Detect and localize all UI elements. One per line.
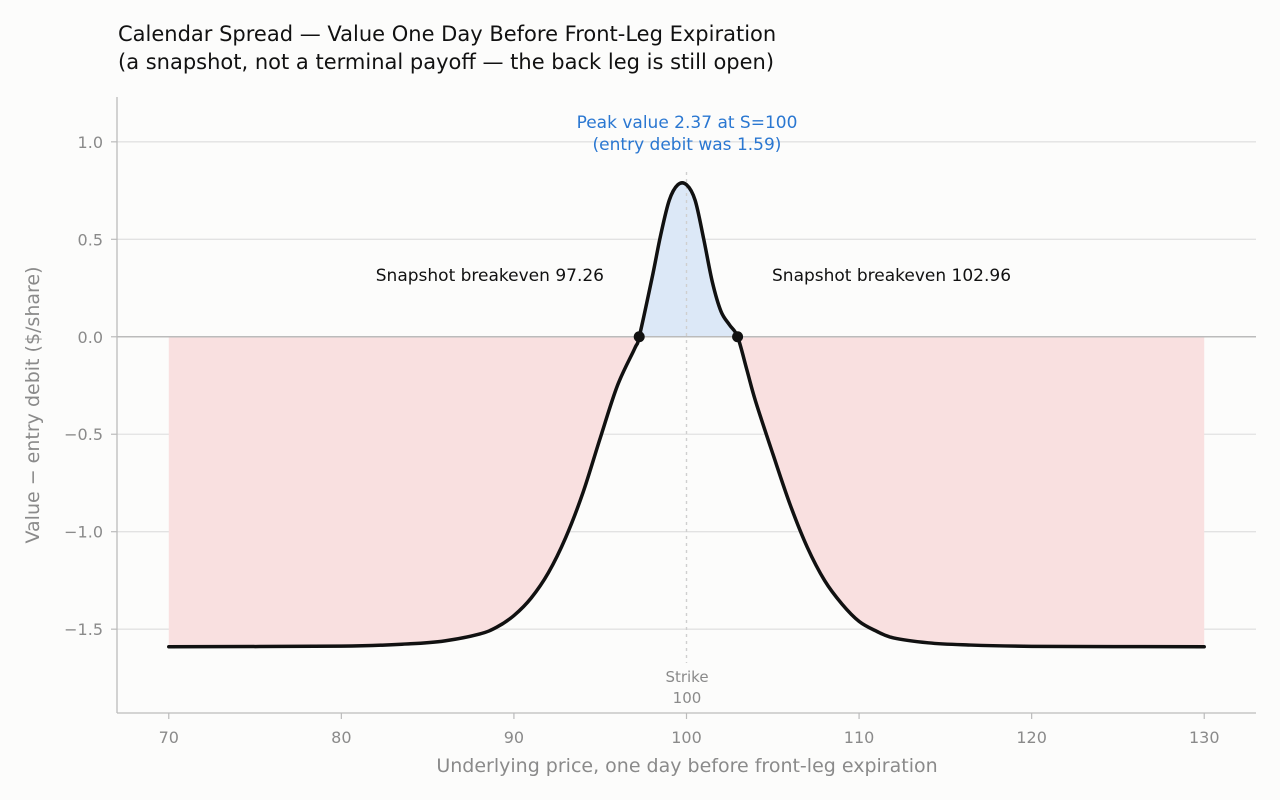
chart-subtitle: (a snapshot, not a terminal payoff — the…: [118, 50, 775, 74]
x-tick-label-5: 120: [1016, 728, 1047, 747]
y-tick-label-1: 0.5: [78, 230, 103, 249]
chart-title-block: Calendar Spread — Value One Day Before F…: [118, 20, 776, 76]
peak-annotation-line1: Peak value 2.37 at S=100: [577, 113, 798, 133]
x-tick-label-3: 100: [671, 728, 702, 747]
x-tick-label-6: 130: [1189, 728, 1220, 747]
x-axis-label: Underlying price, one day before front-l…: [436, 755, 937, 777]
series-lines: [167, 181, 1206, 649]
value-curve: [167, 181, 1206, 649]
breakeven-marker-0: [633, 331, 645, 343]
breakeven-right-annotation: Snapshot breakeven 102.96: [772, 266, 1011, 286]
y-tick-label-5: −1.5: [64, 620, 103, 639]
marks: [633, 331, 744, 343]
x-tick-label-1: 80: [331, 728, 351, 747]
y-axis-label: Value − entry debit ($/share): [22, 266, 44, 543]
strike-label-line1: Strike: [665, 668, 708, 686]
x-tick-label-4: 110: [844, 728, 875, 747]
strike-label-line2: 100: [673, 689, 702, 707]
breakeven-marker-1: [732, 331, 744, 343]
axes: [111, 97, 1256, 719]
tick-labels: 70 80 90 100 110 120 130 1.0 0.5 0.0 −0.5 −1.0 −1.5: [64, 133, 1219, 747]
x-tick-label-0: 70: [159, 728, 179, 747]
y-tick-label-2: 0.0: [78, 328, 103, 347]
chart-title: Calendar Spread — Value One Day Before F…: [118, 22, 777, 46]
peak-annotation-line2: (entry debit was 1.59): [593, 135, 782, 155]
y-tick-label-0: 1.0: [78, 133, 103, 152]
y-tick-label-4: −1.0: [64, 523, 103, 542]
y-tick-label-3: −0.5: [64, 425, 103, 444]
breakeven-left-annotation: Snapshot breakeven 97.26: [376, 266, 604, 286]
x-tick-label-2: 90: [504, 728, 524, 747]
area-fills: [168, 182, 1205, 647]
loss-region-fill: [168, 336, 1205, 647]
